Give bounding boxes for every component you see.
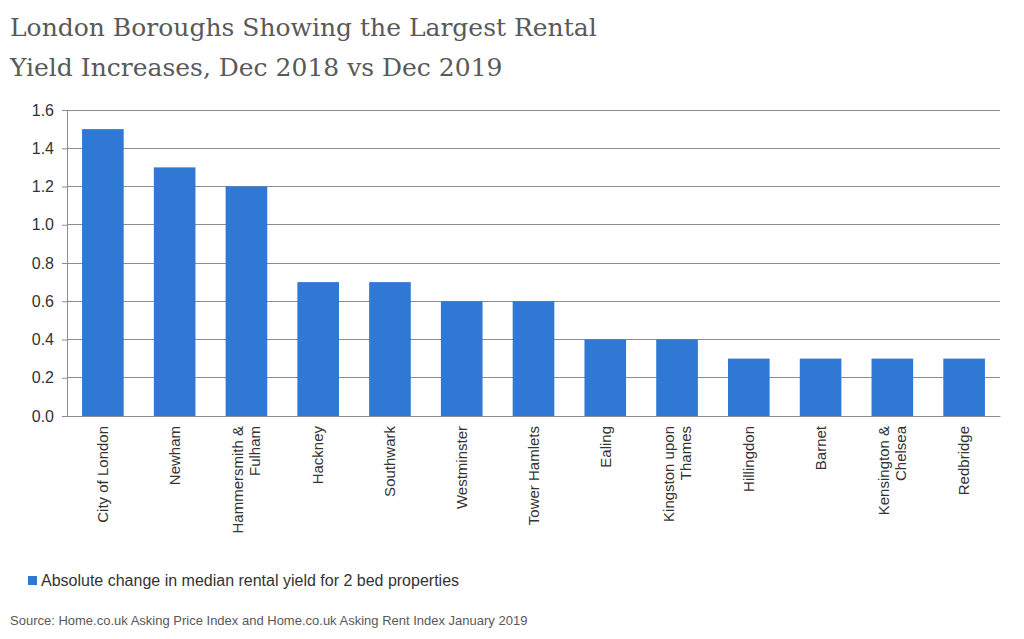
bar — [441, 301, 483, 416]
tick-label: Kensington &Chelsea — [875, 425, 909, 515]
tick-mark — [62, 263, 67, 264]
title: Yield Increases, Dec 2018 vs Dec 2019 — [9, 53, 502, 82]
bar — [82, 129, 124, 416]
tick: Redbridge — [955, 426, 972, 495]
tick-label: Redbridge — [955, 426, 972, 495]
bar — [513, 301, 555, 416]
tick: Hammersmith &Fulham — [229, 426, 263, 534]
bar — [369, 282, 411, 416]
legend: Absolute change in median rental yield f… — [28, 572, 459, 589]
tick: Kingston uponThames — [660, 426, 694, 522]
tick: 0.0 — [32, 408, 67, 425]
bar — [800, 359, 842, 416]
tick: Barnet — [812, 425, 829, 470]
legend-swatch — [28, 576, 37, 585]
tick-label: 0.4 — [32, 331, 54, 348]
bars — [82, 129, 985, 416]
tick-label: 0.6 — [32, 293, 54, 310]
bar — [872, 359, 914, 416]
bar — [154, 167, 196, 416]
tick-mark — [62, 301, 67, 302]
tick-mark — [62, 340, 67, 341]
tick-label: 0.2 — [32, 369, 54, 386]
tick: 1.4 — [32, 140, 67, 157]
tick-label: 1.6 — [32, 102, 54, 119]
tick: Kensington &Chelsea — [875, 425, 909, 515]
tick-mark — [62, 378, 67, 379]
tick-label: Hackney — [309, 426, 326, 485]
tick: Hackney — [309, 426, 326, 485]
grid — [67, 110, 1000, 416]
tick: 0.6 — [32, 293, 67, 310]
tick: City of London — [94, 426, 111, 523]
tick-mark — [62, 187, 67, 188]
tick-label: Barnet — [812, 425, 829, 470]
tick: Newham — [166, 426, 183, 485]
tick-label: Westminster — [453, 426, 470, 509]
y-axis: 0.0 0.2 0.4 0.6 0.8 1.0 1.2 1.4 1.6 — [32, 102, 68, 425]
tick: 1.6 — [32, 102, 67, 119]
bar — [584, 340, 626, 417]
tick-label: Kingston uponThames — [660, 426, 694, 522]
tick: 1.2 — [32, 178, 67, 195]
tick-label: Southwark — [381, 426, 398, 497]
tick: Westminster — [453, 426, 470, 509]
tick-label: City of London — [94, 426, 111, 523]
x-axis: City of London Newham Hammersmith &Fulham H… — [68, 417, 1001, 534]
tick-mark — [62, 110, 67, 111]
bar — [728, 359, 770, 416]
tick-mark — [62, 148, 67, 149]
tick-label: 1.2 — [32, 178, 54, 195]
tick-label: Hillingdon — [740, 426, 757, 492]
tick: 0.8 — [32, 255, 67, 272]
bar — [226, 187, 268, 417]
grid-line — [67, 148, 1000, 149]
grid-line — [67, 186, 1000, 187]
tick-label: 0.8 — [32, 255, 54, 272]
source: Source: Home.co.uk Asking Price Index an… — [10, 613, 527, 628]
grid-line — [67, 263, 1000, 264]
axis-line — [68, 416, 1001, 417]
tick: Hillingdon — [740, 426, 757, 492]
tick-label: Ealing — [597, 426, 614, 468]
tick-mark — [62, 225, 67, 226]
bar — [656, 340, 698, 417]
tick-mark — [62, 416, 67, 417]
tick-label: Tower Hamlets — [525, 426, 542, 525]
chart: London Boroughs Showing the Largest Rent… — [0, 0, 1024, 639]
axis-line — [67, 111, 68, 417]
bar — [297, 282, 339, 416]
grid-line — [67, 224, 1000, 225]
bar — [943, 359, 985, 416]
legend-label: Absolute change in median rental yield f… — [41, 572, 459, 589]
tick: Tower Hamlets — [525, 426, 542, 525]
tick: Southwark — [381, 426, 398, 497]
tick: 0.4 — [32, 331, 67, 348]
title: London Boroughs Showing the Largest Rent… — [10, 13, 597, 42]
tick-label: Newham — [166, 426, 183, 485]
tick: Ealing — [597, 426, 614, 468]
tick: 1.0 — [32, 216, 67, 233]
tick-label: 1.4 — [32, 140, 54, 157]
tick-label: 1.0 — [32, 216, 54, 233]
grid-line — [67, 110, 1000, 111]
tick: 0.2 — [32, 369, 67, 386]
tick-label: Hammersmith &Fulham — [229, 426, 263, 534]
tick-label: 0.0 — [32, 408, 54, 425]
